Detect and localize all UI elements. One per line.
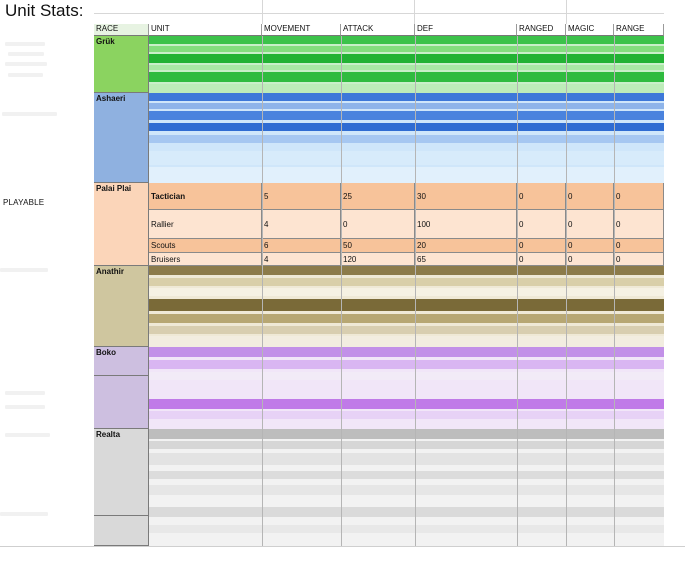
attack-cell[interactable]: 25: [341, 183, 415, 210]
header-magic[interactable]: MAGIC: [566, 24, 614, 36]
blurred-rows-anathir: [149, 266, 664, 347]
column-divider: [262, 36, 263, 546]
race-cell-realta-continued[interactable]: [94, 516, 149, 546]
column-divider: [415, 36, 416, 546]
gridline: [262, 0, 263, 24]
race-cell-gruk[interactable]: Grük: [94, 36, 149, 93]
unit-name-cell[interactable]: Bruisers: [149, 253, 262, 266]
blurred-margin-text: [8, 73, 43, 77]
column-divider: [614, 36, 615, 546]
range-cell[interactable]: 0: [614, 253, 664, 266]
magic-cell[interactable]: 0: [566, 210, 614, 239]
magic-cell[interactable]: 0: [566, 253, 614, 266]
ranged-cell[interactable]: 0: [517, 239, 566, 253]
attack-cell[interactable]: 0: [341, 210, 415, 239]
ranged-cell[interactable]: 0: [517, 210, 566, 239]
race-cell-palai-plai[interactable]: Palai Plai: [94, 183, 149, 266]
blurred-margin-text: [2, 112, 57, 116]
blurred-rows-ashaeri: [149, 93, 664, 183]
sheet-title: Unit Stats:: [5, 1, 84, 20]
gridline: [566, 0, 567, 24]
range-cell[interactable]: 0: [614, 210, 664, 239]
gridline: [94, 13, 664, 14]
movement-cell[interactable]: 5: [262, 183, 341, 210]
unit-name-cell[interactable]: Rallier: [149, 210, 262, 239]
header-ranged[interactable]: RANGED: [517, 24, 566, 36]
column-divider: [341, 36, 342, 546]
attack-cell[interactable]: 50: [341, 239, 415, 253]
race-cell-boko[interactable]: Boko: [94, 347, 149, 376]
blurred-margin-text: [8, 52, 44, 56]
blurred-margin-text: [0, 512, 48, 516]
unit-name-cell[interactable]: Tactician: [149, 183, 262, 210]
blurred-margin-text: [5, 391, 45, 395]
range-cell[interactable]: 0: [614, 239, 664, 253]
blurred-margin-text: [5, 62, 47, 66]
def-cell[interactable]: 100: [415, 210, 517, 239]
race-cell-boko-continued[interactable]: [94, 376, 149, 429]
race-cell-anathir[interactable]: Anathir: [94, 266, 149, 347]
blurred-rows-realta: [149, 429, 664, 546]
header-def[interactable]: DEF: [415, 24, 517, 36]
column-divider: [517, 36, 518, 546]
column-divider: [566, 36, 567, 546]
blurred-rows-boko: [149, 347, 664, 429]
def-cell[interactable]: 20: [415, 239, 517, 253]
blurred-margin-text: [0, 268, 48, 272]
blurred-rows-gruk: [149, 36, 664, 93]
magic-cell[interactable]: 0: [566, 183, 614, 210]
header-attack[interactable]: ATTACK: [341, 24, 415, 36]
ranged-cell[interactable]: 0: [517, 253, 566, 266]
def-cell[interactable]: 30: [415, 183, 517, 210]
unit-name-cell[interactable]: Scouts: [149, 239, 262, 253]
def-cell[interactable]: 65: [415, 253, 517, 266]
blurred-margin-text: [5, 42, 45, 46]
header-movement[interactable]: MOVEMENT: [262, 24, 341, 36]
movement-cell[interactable]: 6: [262, 239, 341, 253]
magic-cell[interactable]: 0: [566, 239, 614, 253]
race-cell-ashaeri[interactable]: Ashaeri: [94, 93, 149, 183]
blurred-margin-text: [5, 405, 45, 409]
ranged-cell[interactable]: 0: [517, 183, 566, 210]
range-cell[interactable]: 0: [614, 183, 664, 210]
header-range[interactable]: RANGE: [614, 24, 664, 36]
movement-cell[interactable]: 4: [262, 253, 341, 266]
race-cell-realta[interactable]: Realta: [94, 429, 149, 516]
bottom-gridline: [0, 546, 685, 547]
movement-cell[interactable]: 4: [262, 210, 341, 239]
blurred-margin-text: [5, 433, 50, 437]
gridline: [414, 0, 415, 24]
header-race[interactable]: RACE: [94, 24, 149, 36]
playable-label: PLAYABLE: [3, 198, 45, 207]
attack-cell[interactable]: 120: [341, 253, 415, 266]
header-unit[interactable]: UNIT: [149, 24, 262, 36]
